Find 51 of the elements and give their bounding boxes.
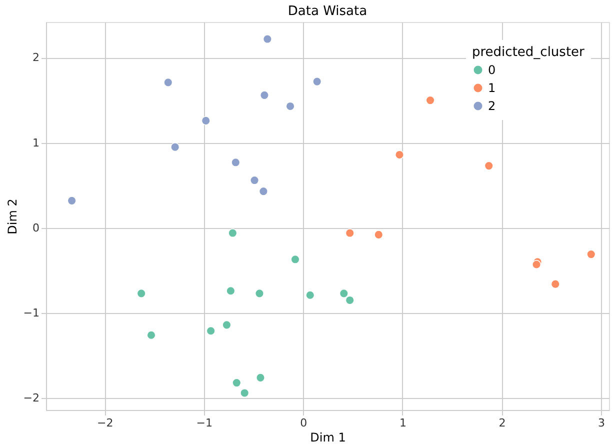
point [262, 34, 272, 44]
point [286, 102, 295, 111]
x-tick-label: 2 [498, 416, 506, 430]
point [136, 288, 146, 298]
point [290, 254, 300, 264]
point [226, 286, 236, 296]
point [146, 330, 156, 340]
point [426, 96, 435, 105]
legend-label: 1 [488, 81, 496, 95]
point [231, 158, 240, 167]
x-tick-label: 1 [399, 416, 406, 430]
point [532, 260, 542, 270]
point [67, 196, 76, 206]
legend-label: 0 [488, 63, 496, 77]
x-tick-label: −1 [196, 416, 212, 430]
point [240, 388, 250, 398]
chart-title: Data Wisata [288, 4, 368, 19]
point [254, 288, 264, 298]
point [312, 76, 322, 86]
point [201, 116, 210, 126]
point [484, 161, 494, 170]
y-tick-label: 2 [32, 51, 40, 64]
y-tick-label: −1 [23, 306, 40, 320]
y-axis-title: Dim 2 [5, 198, 20, 234]
point [206, 326, 216, 336]
x-tick-label: 3 [598, 416, 606, 430]
point [170, 142, 180, 152]
point [232, 378, 242, 388]
x-tick-label: −2 [96, 416, 114, 430]
point [222, 320, 232, 330]
x-axis-title: Dim 1 [310, 430, 346, 444]
point [256, 373, 266, 382]
point [258, 186, 268, 196]
y-tick-label: 0 [32, 221, 40, 234]
point [374, 230, 384, 240]
x-tick-label: 0 [300, 416, 308, 430]
legend-label: 2 [488, 99, 496, 113]
point [550, 279, 560, 289]
y-tick-label: 1 [32, 136, 40, 150]
point [339, 288, 348, 298]
point [394, 150, 404, 160]
point [345, 296, 354, 305]
point [345, 228, 354, 238]
point [250, 176, 260, 185]
y-tick-label: −2 [23, 392, 40, 405]
legend-title: predicted_cluster [472, 45, 586, 60]
point [164, 78, 173, 87]
point [228, 228, 238, 238]
point [306, 290, 315, 300]
point [260, 90, 270, 100]
point [586, 250, 596, 259]
